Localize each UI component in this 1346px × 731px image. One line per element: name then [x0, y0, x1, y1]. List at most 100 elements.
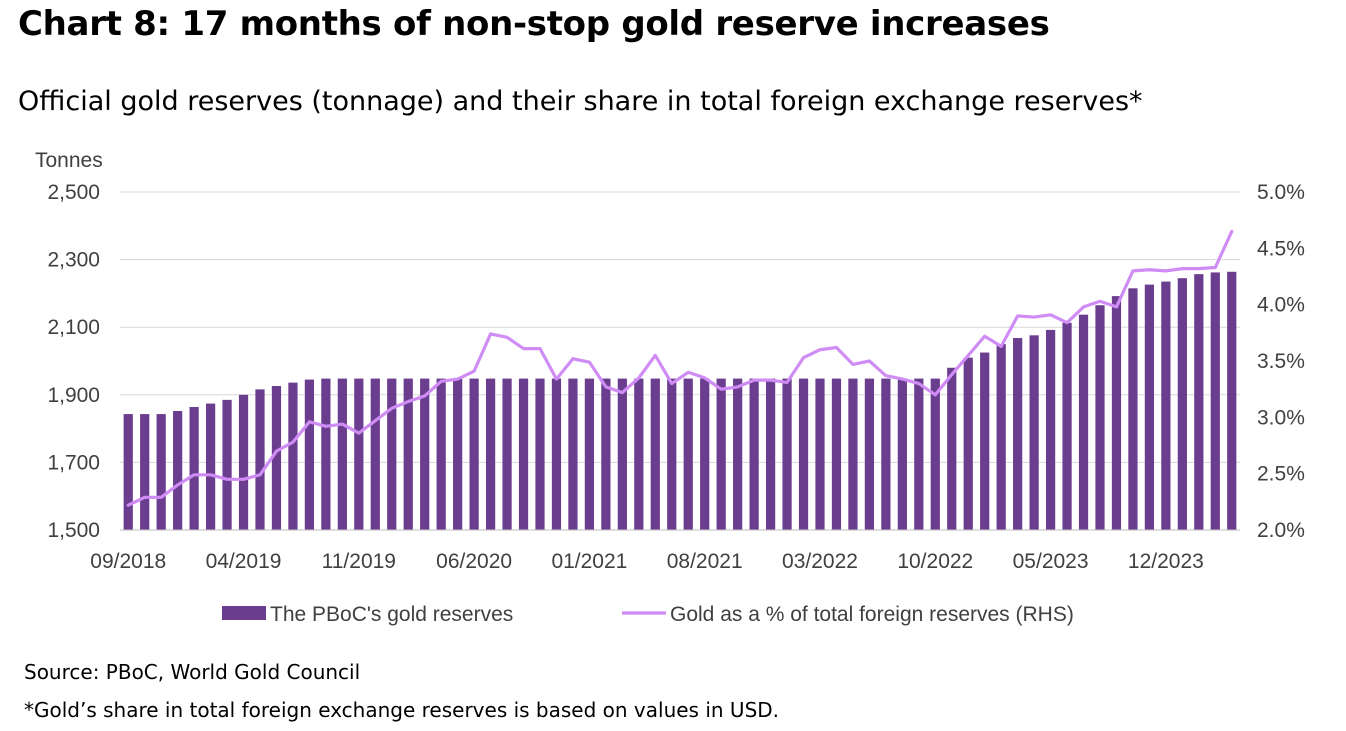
y-tick-label: 1,900	[47, 384, 100, 407]
bar	[617, 378, 627, 530]
bar	[403, 378, 413, 530]
bar	[1210, 272, 1220, 530]
bar-series	[123, 271, 1237, 530]
bar	[453, 378, 463, 530]
bar	[420, 378, 430, 530]
bar	[1078, 314, 1089, 530]
y2-tick-label: 3.0%	[1257, 406, 1305, 429]
bar	[1095, 305, 1105, 530]
bar	[271, 386, 282, 530]
x-tick-label: 06/2020	[436, 550, 512, 573]
y2-tick-label: 4.5%	[1257, 237, 1305, 260]
bar	[716, 378, 726, 530]
bar	[1111, 296, 1122, 530]
bar	[205, 403, 216, 530]
axes: 1,500 1,700 1,900 2,100 2,300 2,500 Tonnes 2.0%…	[35, 149, 1305, 573]
chart-subtitle: Official gold reserves (tonnage) and the…	[18, 86, 1143, 117]
chart-title: Chart 8: 17 months of non-stop gold rese…	[18, 4, 1050, 44]
bar	[1177, 278, 1187, 530]
y-tick-label: 1,500	[47, 519, 100, 542]
bar	[1227, 271, 1237, 530]
bar	[370, 378, 380, 530]
bar	[848, 378, 858, 530]
bar	[337, 378, 347, 530]
x-tick-label: 09/2018	[90, 550, 166, 573]
legend: The PBoC's gold reserves Gold as a % of t…	[222, 603, 1074, 626]
bar	[1013, 338, 1023, 530]
x-tick-label: 03/2022	[782, 550, 858, 573]
x-tick-label: 11/2019	[322, 550, 396, 573]
bar	[173, 411, 183, 530]
bar	[584, 378, 595, 530]
y2-tick-label: 5.0%	[1257, 181, 1305, 204]
bar	[502, 378, 512, 530]
chart: 1,500 1,700 1,900 2,100 2,300 2,500 Tonnes 2.0%…	[35, 149, 1305, 626]
bar	[140, 414, 150, 530]
bar	[288, 382, 298, 530]
x-tick-label: 01/2021	[551, 550, 627, 573]
gridlines	[120, 191, 1240, 463]
gold-share-line	[126, 229, 1234, 507]
bar	[798, 378, 809, 530]
bar	[864, 378, 875, 530]
x-tick-label: 12/2023	[1128, 550, 1204, 573]
y-tick-label: 2,100	[47, 316, 100, 339]
bar	[947, 367, 957, 530]
bar	[700, 378, 710, 530]
bar	[996, 344, 1006, 530]
bar	[914, 378, 924, 530]
x-tick-label: 08/2021	[667, 550, 743, 573]
y2-tick-label: 2.5%	[1257, 463, 1305, 486]
bar	[1161, 281, 1171, 530]
bar	[387, 378, 397, 530]
bar	[551, 378, 562, 530]
bar	[1144, 284, 1155, 530]
legend-swatch-bars	[222, 606, 266, 620]
bar	[156, 414, 166, 530]
bar	[568, 378, 578, 530]
bar	[667, 378, 677, 530]
bar	[189, 406, 199, 530]
bar	[1194, 274, 1204, 530]
bar	[1029, 335, 1039, 530]
bar	[765, 378, 776, 530]
bar	[1062, 322, 1072, 530]
y2-tick-label: 2.0%	[1257, 519, 1305, 542]
bar	[255, 389, 265, 530]
legend-label-bars: The PBoC's gold reserves	[270, 603, 513, 626]
line-series	[126, 229, 1234, 507]
footnote: *Gold’s share in total foreign exchange …	[24, 698, 780, 722]
bar	[436, 378, 446, 530]
bar	[601, 378, 611, 530]
bar	[222, 399, 232, 530]
bar	[1128, 288, 1138, 530]
legend-label-line: Gold as a % of total foreign reserves (R…	[670, 603, 1074, 626]
bar	[749, 378, 759, 530]
bar	[831, 378, 842, 530]
bar	[963, 357, 973, 530]
y-tick-label: 2,300	[47, 249, 100, 272]
bar	[321, 378, 331, 530]
y2-tick-label: 4.0%	[1257, 294, 1305, 317]
bar	[354, 378, 364, 530]
bar	[733, 378, 743, 530]
x-tick-label: 10/2022	[897, 550, 973, 573]
bar	[897, 378, 907, 530]
y-tick-label: 2,500	[47, 181, 100, 204]
bar	[123, 414, 133, 530]
x-tick-label: 05/2023	[1013, 550, 1089, 573]
bar	[930, 378, 940, 530]
bar	[485, 378, 496, 530]
bar	[782, 378, 792, 530]
source-note: Source: PBoC, World Gold Council	[24, 660, 361, 684]
bar	[815, 378, 825, 530]
x-tick-label: 04/2019	[206, 550, 282, 573]
bar	[1045, 329, 1056, 530]
y-axis-title: Tonnes	[35, 149, 103, 172]
bar	[634, 378, 644, 530]
bar	[881, 378, 891, 530]
bar	[469, 378, 479, 530]
bar	[650, 378, 660, 530]
bar	[238, 394, 249, 530]
bar	[304, 379, 315, 530]
